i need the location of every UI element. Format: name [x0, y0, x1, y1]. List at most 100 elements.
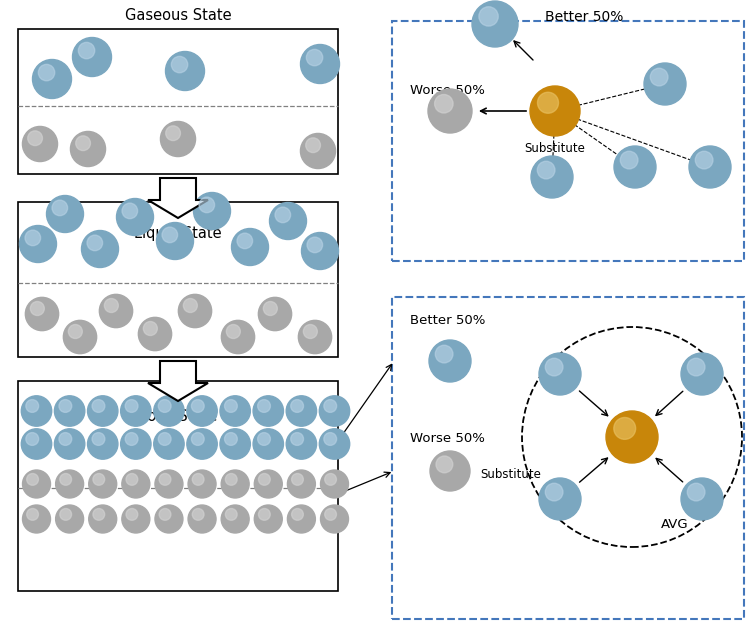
Circle shape [270, 203, 306, 240]
Circle shape [82, 230, 119, 267]
Circle shape [171, 57, 188, 73]
Circle shape [126, 508, 137, 520]
Circle shape [23, 470, 50, 498]
Circle shape [321, 470, 348, 498]
Circle shape [192, 433, 204, 445]
Circle shape [253, 396, 283, 426]
Circle shape [291, 433, 303, 445]
Circle shape [644, 63, 686, 105]
Circle shape [78, 42, 95, 58]
Circle shape [158, 399, 171, 413]
Circle shape [93, 508, 104, 520]
Circle shape [162, 227, 177, 243]
Circle shape [545, 483, 563, 501]
Text: Gaseous State: Gaseous State [125, 8, 231, 23]
Circle shape [288, 470, 315, 498]
Circle shape [258, 474, 270, 485]
Circle shape [26, 433, 38, 445]
Circle shape [32, 60, 71, 99]
Circle shape [237, 233, 252, 248]
Circle shape [286, 429, 317, 459]
Circle shape [183, 299, 198, 313]
Bar [18, 202, 338, 357]
Circle shape [225, 399, 237, 413]
Circle shape [324, 399, 336, 413]
Circle shape [300, 45, 339, 84]
Circle shape [291, 508, 303, 520]
Circle shape [68, 325, 83, 338]
Circle shape [47, 196, 83, 233]
Circle shape [99, 294, 133, 328]
Circle shape [92, 399, 105, 413]
Circle shape [225, 433, 237, 445]
Circle shape [222, 505, 249, 533]
Circle shape [104, 299, 119, 313]
Circle shape [26, 298, 59, 331]
Circle shape [125, 399, 138, 413]
Circle shape [303, 325, 318, 338]
Circle shape [21, 396, 52, 426]
Circle shape [126, 474, 137, 485]
Circle shape [89, 470, 116, 498]
Text: Worse 50%: Worse 50% [410, 433, 485, 445]
Circle shape [539, 478, 581, 520]
Circle shape [435, 94, 453, 113]
Circle shape [253, 429, 283, 459]
Circle shape [538, 92, 559, 113]
Circle shape [620, 151, 638, 169]
Polygon shape [148, 178, 208, 218]
Circle shape [255, 505, 282, 533]
Text: Liquid State: Liquid State [134, 226, 222, 241]
Circle shape [187, 429, 217, 459]
Bar [392, 297, 744, 619]
Circle shape [56, 505, 83, 533]
Circle shape [319, 396, 350, 426]
Circle shape [687, 483, 705, 501]
Circle shape [681, 353, 723, 395]
Circle shape [121, 429, 151, 459]
Circle shape [531, 156, 573, 198]
Circle shape [545, 359, 563, 376]
Circle shape [30, 301, 44, 316]
Circle shape [225, 508, 237, 520]
Circle shape [27, 508, 38, 520]
Circle shape [324, 433, 336, 445]
Circle shape [143, 321, 157, 335]
Circle shape [286, 396, 317, 426]
Circle shape [54, 396, 85, 426]
Circle shape [258, 399, 270, 413]
Circle shape [161, 121, 195, 157]
Circle shape [258, 298, 291, 331]
Text: AVG: AVG [661, 518, 689, 530]
Circle shape [121, 396, 151, 426]
Circle shape [199, 197, 215, 213]
Polygon shape [148, 361, 208, 401]
Circle shape [192, 399, 204, 413]
Circle shape [59, 399, 72, 413]
Circle shape [59, 433, 72, 445]
Circle shape [87, 235, 103, 251]
Circle shape [60, 474, 71, 485]
Circle shape [156, 223, 194, 260]
Circle shape [539, 353, 581, 395]
Circle shape [258, 433, 270, 445]
Circle shape [71, 131, 106, 167]
Circle shape [60, 508, 71, 520]
Circle shape [614, 418, 635, 439]
Circle shape [166, 126, 180, 140]
Circle shape [25, 230, 41, 246]
Circle shape [154, 429, 184, 459]
Circle shape [165, 52, 204, 91]
Circle shape [159, 508, 171, 520]
Circle shape [92, 433, 105, 445]
Circle shape [27, 474, 38, 485]
Circle shape [301, 233, 339, 269]
Circle shape [159, 474, 171, 485]
Circle shape [192, 508, 204, 520]
Text: Substitute: Substitute [480, 469, 541, 482]
Circle shape [125, 433, 138, 445]
Circle shape [479, 7, 498, 26]
Circle shape [188, 505, 216, 533]
Circle shape [255, 470, 282, 498]
Circle shape [122, 470, 149, 498]
